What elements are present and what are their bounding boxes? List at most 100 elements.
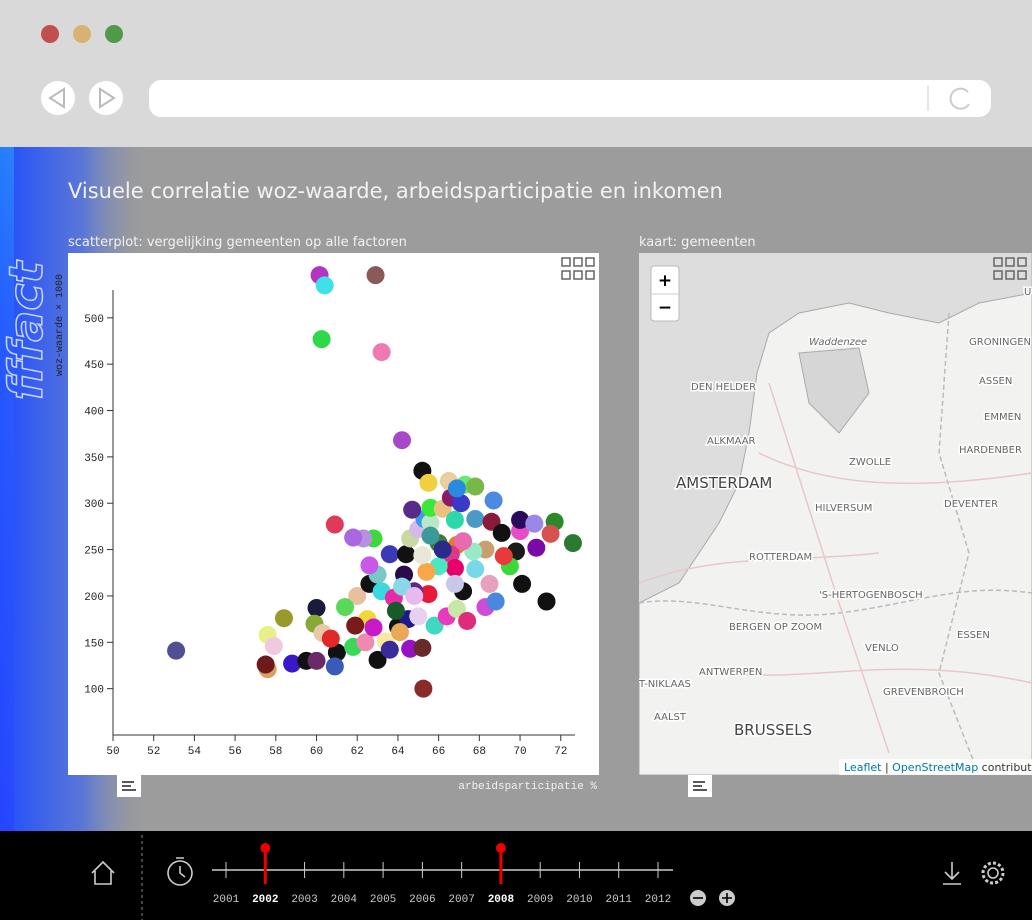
point [325, 515, 344, 534]
window-maximize[interactable] [105, 25, 123, 43]
map-label: DEVENTER [944, 499, 998, 510]
timeline: 2001 2002 2003 2004 2005 2006 2007 2008 2009 2010… [212, 843, 673, 906]
point [445, 574, 464, 593]
point [380, 545, 399, 564]
reload-icon[interactable] [949, 87, 970, 110]
x-tick-label: 56 [229, 746, 242, 758]
zoom-out[interactable]: − [658, 298, 672, 318]
attribution-sep: | [881, 761, 892, 774]
map-panel: Waddenzee GRONINGEN DEN HELDER ASSEN EMMEN AL… [639, 253, 1032, 775]
point [336, 598, 355, 617]
point [393, 577, 412, 596]
point [484, 491, 503, 510]
timeline-year: 2005 [370, 894, 396, 906]
timeline-year: 2009 [527, 894, 553, 906]
point [433, 540, 452, 559]
grid-icon[interactable] [993, 257, 1027, 280]
y-tick-label: 450 [84, 360, 104, 372]
timeline-year: 2011 [606, 894, 633, 906]
point [414, 679, 433, 698]
point [315, 276, 334, 295]
point [364, 618, 383, 637]
attribution-text: contributors [978, 761, 1032, 774]
window-close[interactable] [41, 25, 59, 43]
point [312, 330, 331, 349]
point [445, 559, 464, 578]
point [466, 560, 485, 579]
point [447, 599, 466, 618]
y-tick-label: 100 [84, 685, 104, 697]
panel-label: kaart: gemeenten [639, 235, 756, 250]
x-tick-label: 66 [432, 746, 445, 758]
point [452, 494, 471, 513]
point [307, 598, 326, 617]
road [639, 382, 1032, 754]
point [307, 651, 326, 670]
attribution-link[interactable]: Leaflet [844, 761, 882, 774]
address-bar[interactable] [149, 80, 991, 117]
point [327, 643, 346, 662]
point [511, 510, 530, 529]
window-minimize[interactable] [73, 25, 91, 43]
scatter-panel [68, 253, 599, 775]
map-label: AALST [654, 712, 687, 723]
x-tick-label: 68 [473, 746, 486, 758]
map-label: VENLO [865, 643, 899, 654]
point [321, 629, 340, 648]
point [366, 266, 385, 285]
menu-icon [122, 781, 136, 791]
x-tick-label: 62 [351, 746, 364, 758]
x-tick-label: 72 [554, 746, 567, 758]
timer-icon[interactable] [167, 860, 193, 886]
point [525, 514, 544, 533]
timeline-year: 2010 [566, 894, 592, 906]
point [405, 586, 424, 605]
home-button[interactable] [91, 860, 115, 885]
point [274, 609, 293, 628]
map-label: HARDENBER [959, 445, 1022, 456]
zoom-in[interactable]: + [658, 271, 672, 291]
back-button[interactable] [41, 81, 75, 115]
point [256, 655, 275, 674]
map-label: 'S-HERTOGENBOSCH [819, 590, 923, 601]
timeline-handle[interactable] [260, 843, 271, 853]
border [639, 589, 1032, 616]
plus-icon [722, 893, 732, 903]
forward-button[interactable] [89, 81, 123, 115]
map-land [639, 253, 1032, 775]
map-label: BERGEN OP ZOOM [729, 622, 822, 633]
browser-bar [0, 0, 1032, 147]
back-icon [48, 87, 65, 109]
point [348, 586, 367, 605]
point [425, 616, 444, 635]
forward-icon [99, 87, 116, 109]
point [386, 601, 405, 620]
point [458, 611, 477, 630]
timeline-year: 2006 [409, 894, 435, 906]
y-tick-label: 350 [84, 453, 104, 465]
map-label: ANTWERPEN [699, 667, 762, 678]
timeline-handle[interactable] [495, 843, 506, 853]
attribution-bg [839, 759, 1032, 775]
map-label: ROTTERDAM [749, 552, 812, 563]
attribution-link[interactable]: OpenStreetMap [892, 761, 978, 774]
grid-icon[interactable] [561, 257, 595, 280]
settings-button[interactable] [987, 867, 999, 879]
panel-label: scatterplot: vergelijking gemeenten op a… [68, 235, 407, 250]
point [494, 547, 513, 566]
side-edge [0, 147, 14, 831]
point [409, 607, 428, 626]
download-button[interactable] [943, 862, 961, 885]
point [541, 524, 560, 543]
logo: fffact [0, 259, 53, 400]
y-tick-label: 150 [84, 638, 104, 650]
map-label: GREVENBROICH [883, 687, 964, 698]
point [466, 509, 485, 528]
point [413, 638, 432, 657]
point [325, 657, 344, 676]
point [513, 574, 532, 593]
timeline-year: 2012 [645, 894, 671, 906]
point [492, 523, 511, 542]
point [421, 526, 440, 545]
